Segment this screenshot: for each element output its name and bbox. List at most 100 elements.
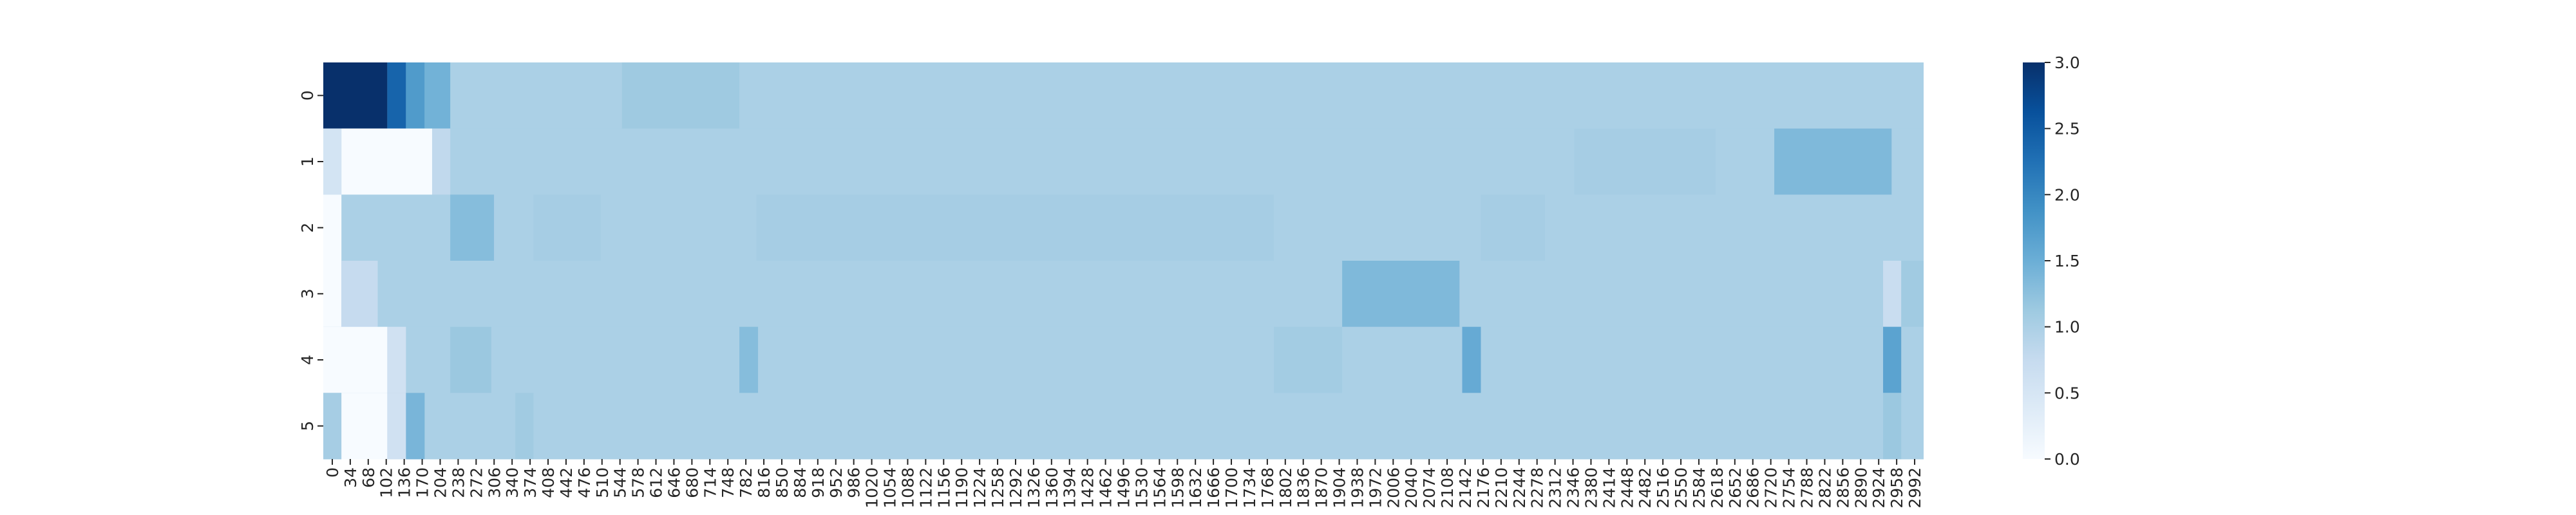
x-tick-label: 2210 (1492, 467, 1511, 509)
x-tick-label: 2652 (1726, 467, 1745, 509)
heatmap-cell-row-1-2 (431, 128, 451, 195)
heatmap-cell-row-1-1 (341, 128, 432, 195)
x-tick-label: 2414 (1600, 467, 1618, 509)
x-tick-label: 1054 (881, 467, 900, 509)
heatmap-cell-row-2-3 (756, 194, 1274, 261)
x-tick-label: 578 (629, 467, 648, 498)
x-tick-label: 1938 (1348, 467, 1367, 509)
x-tick-label: 2584 (1690, 467, 1709, 509)
heatmap-row-5-base (323, 393, 1924, 460)
x-tick-label: 2142 (1456, 467, 1475, 509)
heatmap-cell-row-4-0 (323, 326, 388, 393)
colorbar-tick-label: 3.0 (2054, 53, 2080, 72)
x-tick-label: 1768 (1258, 467, 1277, 509)
x-tick-label: 2550 (1672, 467, 1690, 509)
x-tick-label: 1666 (1204, 467, 1223, 509)
x-tick-label: 1326 (1025, 467, 1043, 509)
x-tick-label: 2278 (1528, 467, 1547, 509)
heatmap-cell-row-0-3 (424, 62, 451, 129)
x-tick-label: 1632 (1186, 467, 1205, 509)
x-tick-label: 2618 (1708, 467, 1727, 509)
colorbar-tick-label: 1.0 (2054, 318, 2080, 337)
x-tick-label: 952 (827, 467, 846, 498)
x-tick-label: 1258 (989, 467, 1007, 509)
heatmap-row-4-base (323, 326, 1924, 393)
x-tick-label: 1428 (1079, 467, 1097, 509)
x-tick-label: 2312 (1546, 467, 1565, 509)
x-tick-label: 1360 (1043, 467, 1061, 509)
heatmap-cell-row-4-2 (450, 326, 491, 393)
x-tick-label: 1700 (1222, 467, 1241, 509)
x-tick-label: 2448 (1618, 467, 1636, 509)
x-tick-label: 170 (413, 467, 432, 498)
x-tick-label: 1598 (1168, 467, 1187, 509)
x-tick-label: 2720 (1762, 467, 1781, 509)
x-tick-label: 2788 (1798, 467, 1817, 509)
heatmap-row-0-base (323, 62, 1924, 129)
x-tick-label: 34 (341, 467, 360, 488)
x-tick-label: 1564 (1150, 467, 1169, 509)
x-tick-label: 1088 (898, 467, 917, 509)
x-tick-label: 306 (485, 467, 504, 498)
y-axis: 0 1 2 3 4 5 (298, 90, 323, 431)
x-tick-label: 204 (431, 467, 450, 498)
x-tick-label: 374 (521, 467, 540, 498)
x-tick-label: 1292 (1007, 467, 1025, 509)
x-tick-label: 1870 (1312, 467, 1331, 509)
heatmap-cell-row-2-2 (533, 194, 601, 261)
x-tick-label: 1020 (863, 467, 882, 509)
y-tick-label: 1 (298, 156, 317, 167)
x-tick-label: 680 (683, 467, 701, 498)
x-tick-label: 476 (575, 467, 594, 498)
x-tick-label: 1156 (934, 467, 953, 509)
heatmap-cell-row-2-0 (323, 194, 342, 261)
x-tick-label: 2176 (1474, 467, 1493, 509)
x-tick-label: 884 (791, 467, 810, 498)
x-tick-label: 442 (557, 467, 576, 498)
x-tick-label: 986 (845, 467, 864, 498)
x-tick-label: 714 (701, 467, 719, 498)
heatmap-cell-row-1-0 (323, 128, 342, 195)
heatmap-cell-row-1-4 (1774, 128, 1892, 195)
y-tick-label: 5 (298, 421, 317, 431)
x-tick-label: 1530 (1132, 467, 1151, 509)
x-tick-label: 2890 (1852, 467, 1870, 509)
heatmap-cell-row-5-4 (515, 393, 534, 460)
x-tick-label: 0 (323, 467, 342, 478)
colorbar (2023, 62, 2045, 459)
x-tick-label: 1462 (1097, 467, 1115, 509)
x-tick-label: 918 (809, 467, 828, 498)
x-tick-label: 2074 (1420, 467, 1439, 509)
x-tick-label: 408 (539, 467, 558, 498)
heatmap-cell-row-0-2 (406, 62, 425, 129)
x-tick-label: 2516 (1654, 467, 1672, 509)
heatmap-cell-row-5-2 (387, 393, 406, 460)
colorbar-tick-label: 2.0 (2054, 185, 2080, 204)
heatmap-cell-row-5-3 (406, 393, 425, 460)
y-tick-label: 4 (298, 355, 317, 365)
x-tick-label: 2958 (1888, 467, 1906, 509)
x-tick-label: 2040 (1402, 467, 1421, 509)
x-tick-label: 2244 (1510, 467, 1529, 509)
heatmap-cell-row-4-5 (1462, 326, 1481, 393)
heatmap-cell-row-2-1 (450, 194, 495, 261)
x-tick-label: 1224 (971, 467, 989, 509)
heatmap-cell-row-3-4 (1901, 261, 1924, 328)
heatmap-cell-row-1-3 (1574, 128, 1716, 195)
x-tick-label: 1836 (1294, 467, 1313, 509)
heatmap-cell-row-4-1 (387, 326, 406, 393)
colorbar-tick-label: 2.5 (2054, 120, 2080, 138)
x-tick-label: 2346 (1564, 467, 1583, 509)
x-tick-label: 782 (737, 467, 755, 498)
x-tick-label: 1904 (1331, 467, 1349, 509)
x-tick-label: 2482 (1636, 467, 1654, 509)
x-tick-label: 1972 (1366, 467, 1385, 509)
x-tick-label: 2992 (1906, 467, 1924, 509)
x-tick-label: 1122 (916, 467, 935, 509)
heatmap-cell-row-3-0 (323, 261, 342, 328)
x-tick-label: 136 (395, 467, 414, 498)
x-axis: 0346810213617020423827230634037440844247… (323, 459, 1924, 509)
heatmap-row-3-base (323, 261, 1924, 328)
colorbar-tick-label: 1.5 (2054, 252, 2080, 270)
heatmap-cell-row-0-4 (621, 62, 740, 129)
